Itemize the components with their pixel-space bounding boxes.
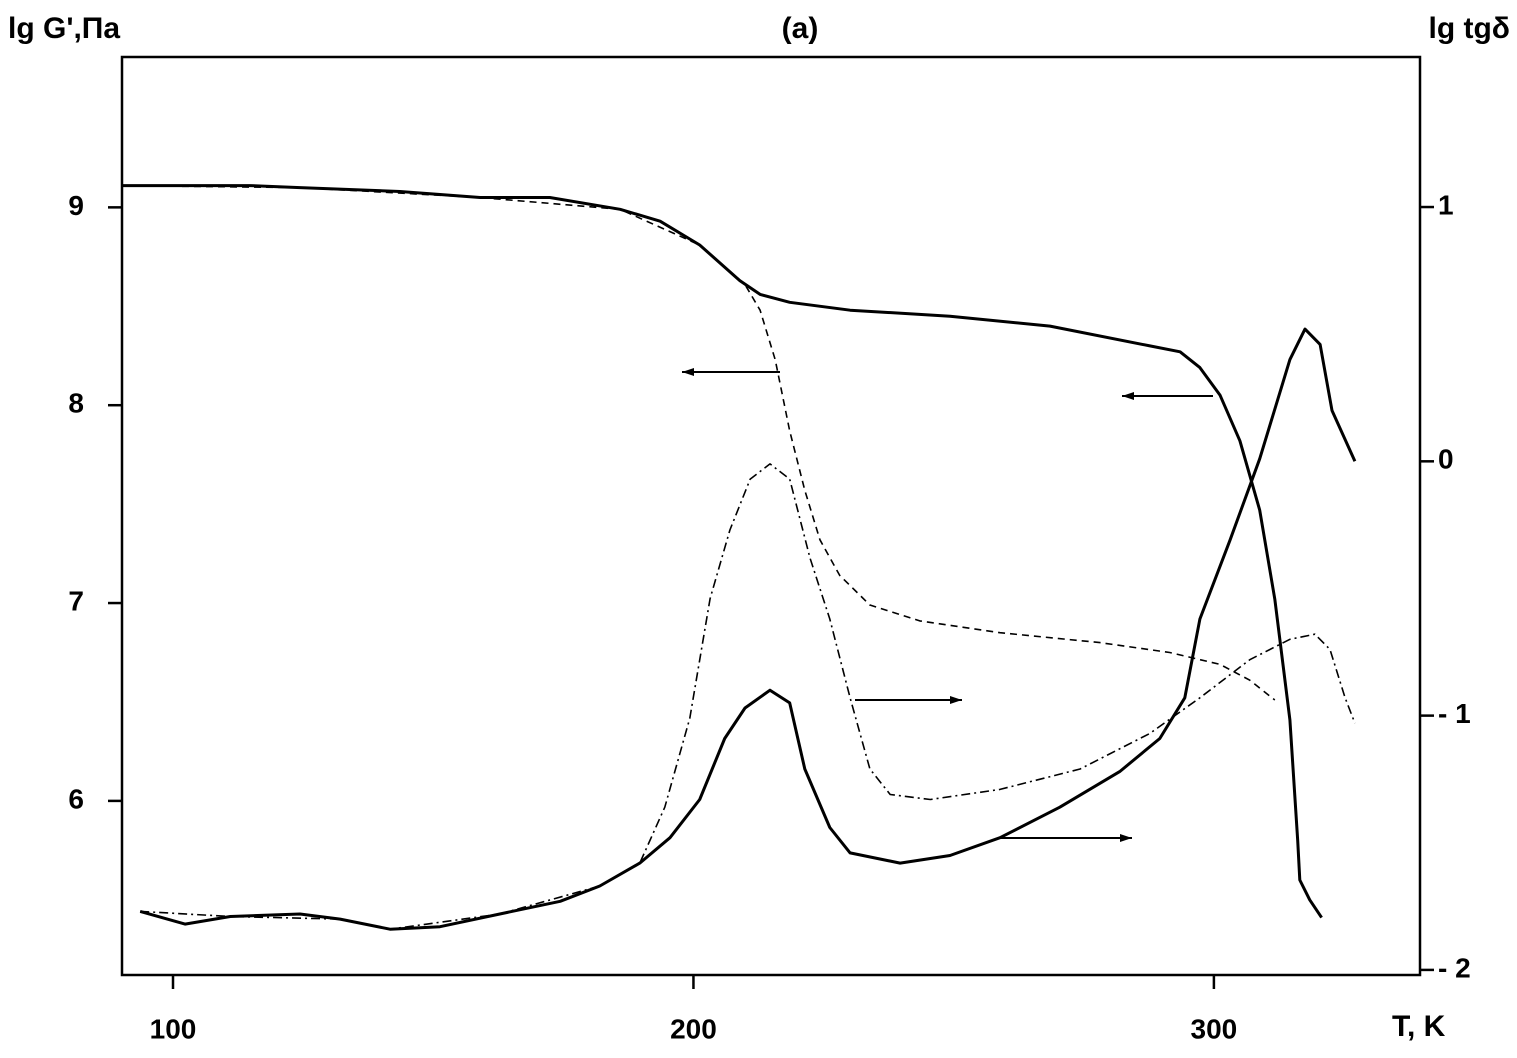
y2-tick-label: 1: [1438, 189, 1454, 220]
y2-tick-label: - 2: [1438, 952, 1471, 983]
y-tick-label: 7: [68, 585, 84, 616]
y-tick-label: 9: [68, 190, 84, 221]
data-line: [121, 184, 1276, 701]
data-line: [122, 184, 1323, 919]
y2-axis-label: lg tgδ: [1428, 12, 1510, 45]
y-tick-label: 6: [68, 783, 84, 814]
y-axis-label: lg G',Па: [8, 12, 120, 45]
data-line: [139, 327, 1357, 931]
x-tick-label: 100: [150, 1013, 197, 1044]
data-line: [140, 463, 1356, 930]
x-axis-label: T, K: [1392, 1010, 1446, 1043]
y-tick-label: 8: [68, 388, 84, 419]
x-tick-label: 200: [670, 1013, 717, 1044]
plot-frame: [120, 55, 1422, 977]
y2-tick-label: 0: [1438, 444, 1454, 475]
y2-tick-label: - 1: [1438, 698, 1471, 729]
chart-title: (a): [782, 12, 819, 45]
x-tick-label: 300: [1191, 1013, 1238, 1044]
axis-arrows: [682, 368, 1213, 842]
